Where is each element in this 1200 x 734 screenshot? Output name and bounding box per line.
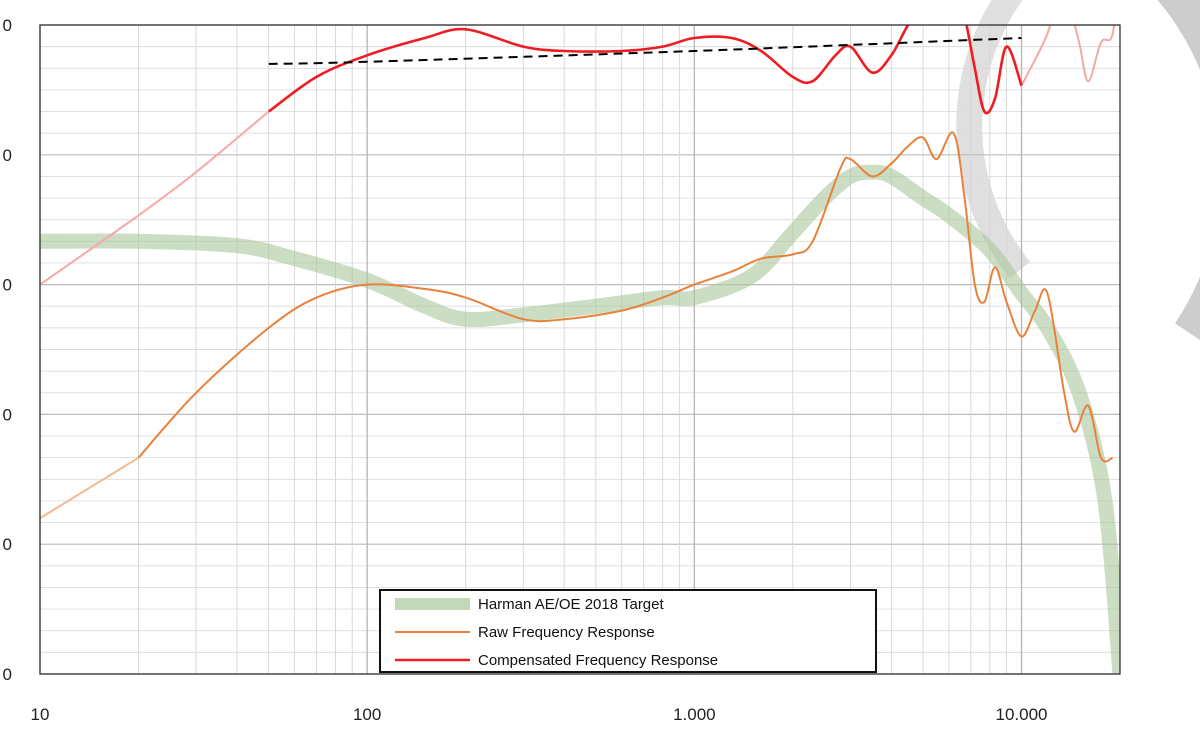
series-line-compensated-faded-low: [40, 110, 270, 286]
axis-ticks: 10 100 1.000 10.000 0 0 0 0 0 0: [3, 16, 1048, 724]
plot-frame: [39, 24, 1121, 675]
legend-item-target: Harman AE/OE 2018 Target: [395, 596, 664, 613]
y-tick-label: 0: [3, 146, 12, 165]
series-line-trend: [268, 37, 1022, 65]
legend: Harman AE/OE 2018 Target Raw Frequency R…: [379, 589, 877, 673]
y-tick-label: 0: [3, 276, 12, 295]
x-tick-label: 100: [353, 705, 381, 724]
series-line-target: [40, 164, 1120, 674]
series-line-compensated: [267, 25, 1023, 115]
y-tick-label: 0: [3, 535, 12, 554]
x-tick-label: 10: [31, 705, 50, 724]
x-tick-label: 1.000: [673, 705, 716, 724]
y-tick-label: 0: [3, 665, 12, 684]
legend-label-raw: Raw Frequency Response: [478, 624, 655, 641]
y-tick-label: 0: [3, 16, 12, 35]
x-tick-label: 10.000: [996, 705, 1048, 724]
series-line-compensated-faded-high: [1020, 25, 1116, 87]
y-tick-label: 0: [3, 405, 12, 424]
watermark-arc-right: [1157, 0, 1200, 340]
chart-series: [40, 25, 1120, 674]
legend-item-compensated: Compensated Frequency Response: [395, 652, 718, 669]
legend-label-target: Harman AE/OE 2018 Target: [478, 596, 664, 613]
legend-item-raw: Raw Frequency Response: [395, 624, 655, 641]
legend-label-compensated: Compensated Frequency Response: [478, 652, 718, 669]
series-line-raw: [137, 131, 1114, 463]
series-line-raw-faded: [40, 456, 140, 520]
